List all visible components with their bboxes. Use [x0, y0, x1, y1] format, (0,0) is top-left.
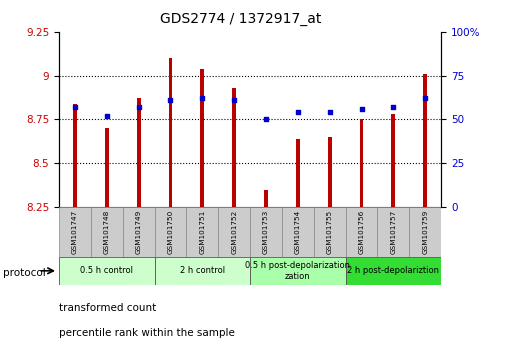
Point [198, 96, 206, 101]
Text: GSM101759: GSM101759 [422, 210, 428, 254]
Bar [59, 207, 91, 257]
Text: GDS2774 / 1372917_at: GDS2774 / 1372917_at [161, 12, 322, 27]
Point [421, 96, 429, 101]
Text: GSM101753: GSM101753 [263, 210, 269, 254]
Text: GSM101752: GSM101752 [231, 210, 237, 254]
Point [71, 104, 79, 110]
Bar [136, 98, 141, 207]
Bar [91, 207, 123, 257]
Text: GSM101754: GSM101754 [295, 210, 301, 254]
Point [230, 97, 238, 103]
Text: 0.5 h post-depolarization
zation: 0.5 h post-depolarization zation [245, 261, 350, 280]
Bar [201, 69, 204, 207]
Bar [391, 114, 396, 207]
Bar [59, 257, 154, 285]
Bar [378, 207, 409, 257]
Point [389, 104, 398, 110]
Bar [73, 104, 77, 207]
Point [134, 104, 143, 110]
Bar [346, 257, 441, 285]
Bar [250, 257, 346, 285]
Text: GSM101747: GSM101747 [72, 210, 78, 254]
Bar [105, 128, 109, 207]
Point [166, 97, 174, 103]
Bar [232, 88, 236, 207]
Point [294, 110, 302, 115]
Text: GSM101755: GSM101755 [327, 210, 333, 254]
Point [358, 106, 366, 112]
Bar [423, 74, 427, 207]
Text: GSM101757: GSM101757 [390, 210, 397, 254]
Bar [154, 207, 186, 257]
Bar [360, 119, 364, 207]
Bar [186, 207, 218, 257]
Bar [250, 207, 282, 257]
Text: GSM101750: GSM101750 [167, 210, 173, 254]
Text: 0.5 h control: 0.5 h control [80, 266, 133, 275]
Text: percentile rank within the sample: percentile rank within the sample [59, 328, 235, 338]
Text: protocol: protocol [3, 268, 45, 278]
Text: transformed count: transformed count [59, 303, 156, 313]
Point [326, 110, 334, 115]
Bar [154, 257, 250, 285]
Text: GSM101751: GSM101751 [200, 210, 205, 254]
Text: 2 h control: 2 h control [180, 266, 225, 275]
Bar [314, 207, 346, 257]
Text: 2 h post-depolariztion: 2 h post-depolariztion [347, 266, 440, 275]
Text: GSM101749: GSM101749 [135, 210, 142, 254]
Bar [123, 207, 154, 257]
Bar [264, 189, 268, 207]
Bar [296, 139, 300, 207]
Bar [218, 207, 250, 257]
Bar [169, 58, 172, 207]
Bar [346, 207, 378, 257]
Bar [282, 207, 314, 257]
Bar [328, 137, 331, 207]
Point [262, 117, 270, 122]
Bar [409, 207, 441, 257]
Text: GSM101756: GSM101756 [359, 210, 365, 254]
Point [103, 113, 111, 119]
Text: GSM101748: GSM101748 [104, 210, 110, 254]
